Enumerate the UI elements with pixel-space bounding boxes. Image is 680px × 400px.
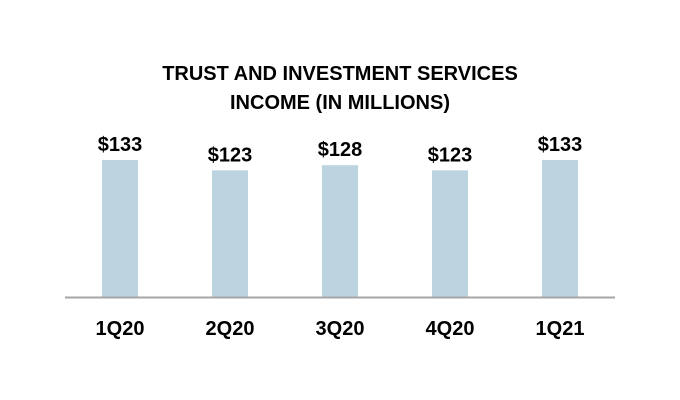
bar-1q20	[102, 160, 138, 297]
category-label-1q20: 1Q20	[96, 318, 145, 340]
data-label-2q20: $123	[208, 144, 253, 166]
chart-title-line-2: INCOME (IN MILLIONS)	[230, 92, 450, 114]
data-label-4q20: $123	[428, 144, 473, 166]
bar-1q21	[542, 160, 578, 297]
bars-group	[102, 160, 578, 297]
data-label-3q20: $128	[318, 139, 363, 161]
bar-2q20	[212, 170, 248, 297]
chart-title-line-1: TRUST AND INVESTMENT SERVICES	[162, 63, 518, 85]
bar-3q20	[322, 165, 358, 297]
data-label-1q21: $133	[538, 134, 583, 156]
category-label-3q20: 3Q20	[316, 318, 365, 340]
category-label-1q21: 1Q21	[536, 318, 585, 340]
category-label-2q20: 2Q20	[206, 318, 255, 340]
labels-group: $133 1Q20 $123 2Q20 $128 3Q20 $123 4Q20 $133 1Q21	[96, 134, 585, 340]
bar-4q20	[432, 170, 468, 297]
data-label-1q20: $133	[98, 134, 143, 156]
category-label-4q20: 4Q20	[426, 318, 475, 340]
